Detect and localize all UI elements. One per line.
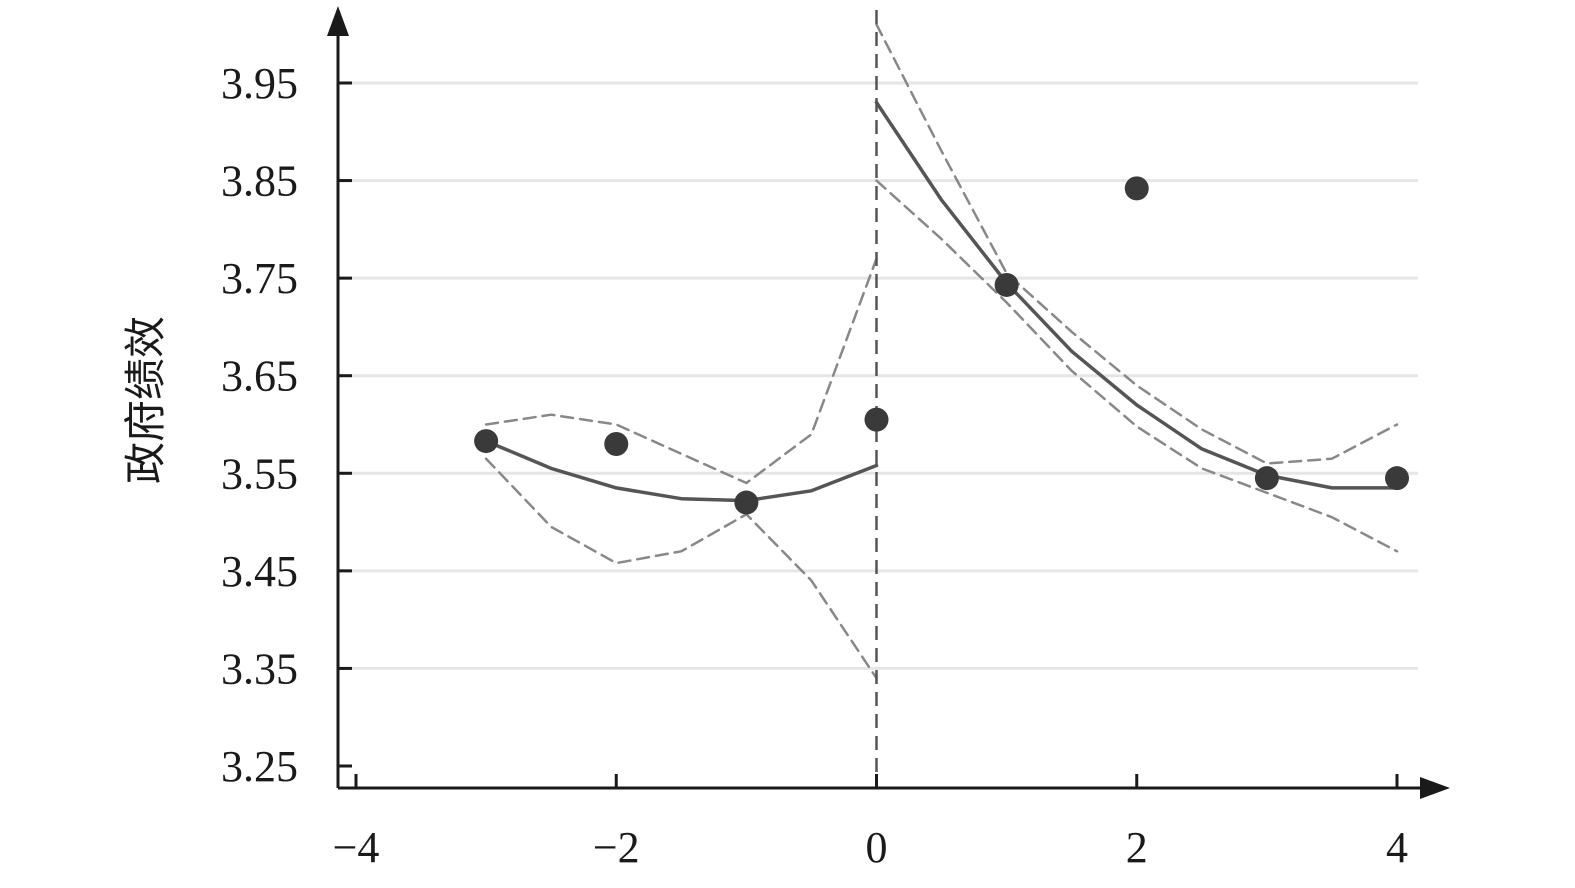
- y-axis-arrow: [327, 6, 349, 36]
- x-tick-label: −2: [593, 823, 640, 872]
- fit-line: [484, 439, 879, 503]
- data-point: [474, 429, 499, 454]
- gridlines: [338, 81, 1418, 670]
- fit-lines: [484, 23, 1399, 680]
- x-tick-label: −4: [333, 823, 380, 872]
- y-tick-label: 3.75: [221, 254, 298, 303]
- x-axis-arrow: [1420, 777, 1450, 799]
- y-tick-label: 3.85: [221, 157, 298, 206]
- x-tick-label: 2: [1126, 823, 1148, 872]
- y-tick-label: 3.55: [221, 449, 298, 498]
- data-point: [1385, 466, 1409, 491]
- y-tick-label: 3.65: [221, 352, 298, 401]
- confidence-line: [484, 457, 878, 680]
- y-tick-label: 3.45: [221, 547, 298, 596]
- y-tick-label: 3.95: [221, 59, 298, 108]
- x-tick-label: 4: [1386, 823, 1408, 872]
- y-axis-label: 政府绩效: [121, 316, 170, 484]
- x-tick-label: 0: [866, 823, 888, 872]
- axes: [327, 6, 1450, 799]
- data-point: [1124, 176, 1149, 201]
- data-point: [994, 272, 1019, 297]
- y-tick-label: 3.35: [221, 644, 298, 693]
- confidence-line: [875, 179, 1399, 553]
- confidence-line: [484, 257, 878, 485]
- data-point: [864, 407, 889, 432]
- data-point: [1254, 466, 1279, 491]
- fit-line: [874, 100, 1399, 490]
- confidence-line: [875, 23, 1399, 465]
- data-point: [734, 490, 759, 515]
- tick-labels: 3.25 3.35 3.45 3.55 3.65 3.75 3.85 3.95 −4 −2 0 2 4: [221, 59, 1408, 872]
- data-points: [474, 176, 1409, 515]
- data-point: [604, 432, 629, 457]
- y-tick-label: 3.25: [221, 742, 298, 791]
